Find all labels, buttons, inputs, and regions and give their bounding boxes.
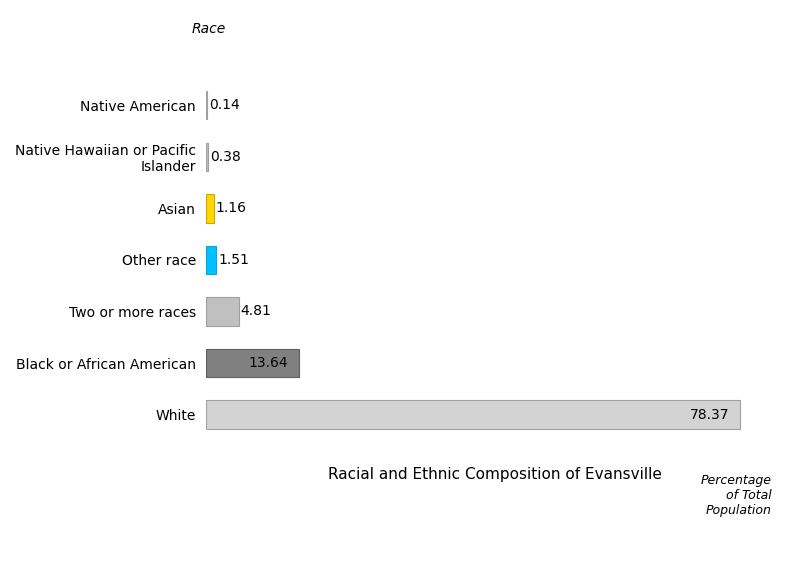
Bar xyxy=(206,142,208,171)
Bar xyxy=(206,349,298,377)
Text: Percentage
of Total
Population: Percentage of Total Population xyxy=(700,474,771,517)
Text: 4.81: 4.81 xyxy=(241,305,271,319)
Text: Race: Race xyxy=(192,21,226,36)
Bar xyxy=(206,297,238,325)
Text: 0.14: 0.14 xyxy=(209,98,239,112)
Text: 1.51: 1.51 xyxy=(218,253,249,267)
Text: 13.64: 13.64 xyxy=(249,356,289,370)
X-axis label: Racial and Ethnic Composition of Evansville: Racial and Ethnic Composition of Evansvi… xyxy=(329,467,662,481)
Text: 78.37: 78.37 xyxy=(690,407,730,421)
Bar xyxy=(206,401,740,429)
Text: 1.16: 1.16 xyxy=(216,201,246,215)
Text: 0.38: 0.38 xyxy=(210,150,241,164)
Bar xyxy=(206,194,214,223)
Bar xyxy=(206,246,216,274)
